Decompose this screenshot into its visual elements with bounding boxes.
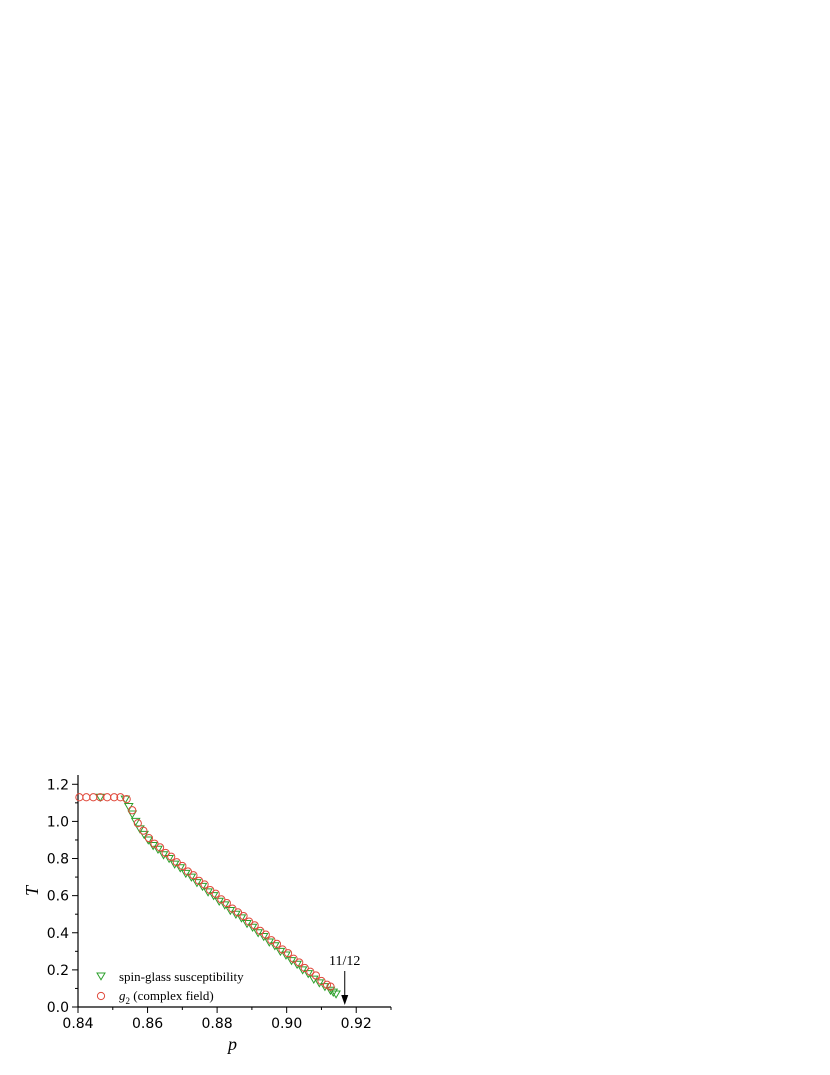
data-point-spin-glass (208, 892, 219, 901)
data-point-g2 (144, 834, 154, 843)
data-point-g2 (326, 982, 335, 991)
legend-marker-g2 (96, 991, 106, 1001)
annotation-label: 11/12 (329, 954, 360, 969)
y-axis-label-group: T (22, 884, 42, 896)
legend-label-spin-glass: spin-glass susceptibility (119, 969, 244, 984)
data-point-g2 (82, 793, 91, 802)
data-point-g2 (295, 958, 304, 967)
data-point-spin-glass (175, 864, 186, 873)
data-point-g2 (239, 911, 248, 921)
x-tick-label: 0.92 (341, 1016, 372, 1032)
x-tick-label: 0.90 (271, 1016, 302, 1032)
data-point-g2 (178, 861, 187, 871)
data-point-g2 (228, 904, 237, 913)
data-point-g2 (139, 826, 148, 835)
legend-label-g2: g2 (complex field) (119, 988, 214, 1006)
data-point-spin-glass (153, 845, 163, 855)
data-point-g2 (167, 852, 176, 861)
data-point-g2 (183, 867, 192, 876)
data-point-g2 (161, 848, 170, 858)
data-point-g2 (317, 976, 326, 986)
data-point-g2 (206, 885, 215, 895)
annotation-layer: 11/12 (329, 954, 360, 1005)
legend-label-g2-symbol: g (119, 988, 126, 1003)
y-tick-label: 0.6 (47, 889, 69, 905)
data-point-g2 (75, 793, 84, 802)
y-axis-label: T (22, 884, 42, 896)
data-point-g2 (89, 793, 98, 802)
y-tick-label: 1.2 (47, 777, 69, 793)
data-point-g2 (289, 954, 298, 963)
data-point-g2 (256, 926, 265, 936)
data-point-g2 (172, 858, 181, 867)
annotation-arrow-head (341, 995, 349, 1005)
series-g2 (75, 793, 335, 991)
x-tick-label: 0.84 (62, 1016, 93, 1032)
legend-label-g2-subscript: 2 (126, 996, 131, 1006)
data-point-g2 (155, 843, 165, 852)
data-point-g2 (122, 795, 131, 804)
y-tick-label: 1.0 (47, 814, 69, 830)
axes: 0.84 0.86 0.88 0.90 0.92 0.0 0.2 0.4 0.6 0.8 1.0 1.… (47, 775, 392, 1032)
series-layer (75, 793, 341, 999)
data-point-g2 (103, 793, 112, 802)
legend: spin-glass susceptibility g2 (complex fi… (96, 969, 244, 1006)
data-point-spin-glass (219, 901, 230, 910)
data-point-g2 (200, 880, 209, 889)
data-point-spin-glass (303, 970, 314, 979)
data-point-g2 (194, 876, 204, 885)
data-point-spin-glass (197, 882, 208, 892)
data-point-g2 (133, 819, 142, 828)
data-point-spin-glass (292, 960, 302, 970)
data-point-g2 (128, 806, 137, 815)
legend-marker-spin-glass (96, 972, 106, 981)
data-point-g2 (261, 930, 270, 939)
x-axis-label: p (226, 1034, 237, 1054)
data-point-g2 (267, 936, 276, 945)
data-point-spin-glass (130, 817, 141, 827)
data-point-g2 (278, 945, 287, 954)
data-point-spin-glass (164, 855, 174, 864)
data-point-g2 (283, 949, 293, 958)
data-point-spin-glass (269, 942, 280, 951)
data-point-spin-glass (247, 923, 258, 932)
legend-label-g2-suffix: (complex field) (130, 988, 214, 1003)
data-point-g2 (306, 967, 315, 976)
data-point-g2 (300, 963, 309, 973)
data-point-g2 (250, 921, 259, 930)
y-tick-label: 0.0 (47, 1000, 69, 1016)
data-point-g2 (245, 917, 254, 926)
y-tick-label: 0.4 (47, 926, 69, 942)
data-point-g2 (233, 908, 243, 917)
data-point-spin-glass (281, 951, 291, 960)
data-point-g2 (217, 895, 226, 904)
y-tick-label: 0.2 (47, 963, 69, 979)
data-point-g2 (116, 793, 125, 802)
data-point-spin-glass (236, 914, 247, 923)
data-point-g2 (311, 971, 320, 980)
data-point-g2 (272, 939, 282, 948)
data-point-spin-glass (127, 810, 138, 819)
data-point-spin-glass (331, 990, 341, 999)
data-point-g2 (189, 871, 198, 880)
data-point-g2 (150, 839, 159, 848)
data-point-spin-glass (186, 873, 197, 882)
x-tick-label: 0.88 (202, 1016, 233, 1032)
data-point-g2 (211, 889, 220, 898)
data-point-g2 (110, 793, 119, 802)
y-tick-label: 0.8 (47, 852, 69, 868)
data-point-spin-glass (95, 793, 106, 803)
data-point-g2 (222, 898, 231, 908)
data-point-spin-glass (139, 830, 149, 840)
data-point-spin-glass (258, 932, 269, 942)
x-tick-label: 0.86 (132, 1016, 163, 1032)
